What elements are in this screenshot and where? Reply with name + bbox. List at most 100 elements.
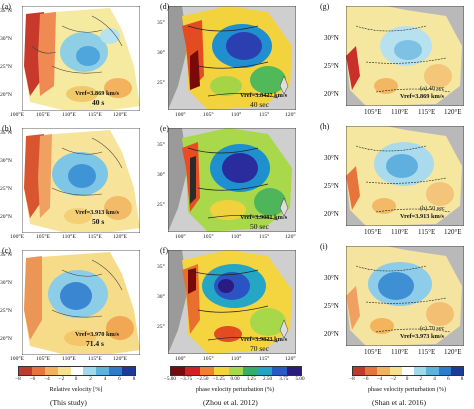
xlabel-h-105: 105°E	[364, 228, 382, 236]
ylabel-g-20: 20°N	[324, 90, 339, 98]
colorbar-right-segment	[353, 367, 366, 375]
caption-left: (This study)	[50, 398, 87, 407]
xlabel-b-100: 100°E	[10, 234, 25, 240]
xlabel-d-120: 120°	[285, 112, 296, 118]
colorbar-middle-tick: −2.50	[196, 376, 209, 382]
colorbar-middle-tick: −5.00	[163, 376, 176, 382]
panel-label-h: (h)	[320, 122, 330, 131]
ylabel-i-20: 20°N	[324, 330, 339, 338]
panel-label-f: (f)	[160, 246, 168, 255]
xlabel-b-110: 110°E	[62, 234, 76, 240]
map-panel-g	[346, 6, 464, 106]
velocity-map-g	[346, 6, 464, 106]
colorbar-left-tick: 4	[103, 376, 107, 382]
period-d: 40 sec	[250, 100, 269, 109]
colorbar-middle-tick: 0.00	[230, 376, 240, 382]
ylabel-b-35: 35°N	[0, 130, 12, 136]
ylabel-b-30: 30°N	[0, 158, 12, 164]
xlabel-f-110: 110°	[231, 356, 242, 362]
colorbar-right-segment	[438, 367, 451, 375]
colorbar-middle-segment	[171, 367, 186, 375]
vref-h: Vref=3.913 km/s	[400, 213, 444, 220]
colorbar-right-label: phase velocity perturbation (%)	[367, 386, 447, 393]
colorbar-right-tick: 0	[405, 376, 409, 382]
colorbar-left-tick: 8	[132, 376, 136, 382]
xlabel-h-110: 110°E	[391, 228, 409, 236]
colorbar-right-tick: 2	[419, 376, 423, 382]
xlabel-a-120: 120°E	[113, 112, 128, 118]
ylabel-a-25: 25°N	[0, 64, 12, 70]
ylabel-c-25: 25°N	[0, 308, 12, 314]
ylabel-a-35: 35°N	[0, 8, 12, 14]
map-panel-b	[22, 128, 140, 233]
colorbar-left-segment	[57, 367, 71, 375]
ylabel-b-25: 25°N	[0, 186, 12, 192]
velocity-map-c	[22, 250, 140, 355]
colorbar-middle-segment	[243, 367, 258, 375]
ylabel-f-25: 25°	[157, 324, 165, 330]
colorbar-left-segment	[31, 367, 45, 375]
colorbar-right	[352, 366, 464, 376]
xlabel-b-120: 120°E	[113, 234, 128, 240]
vref-f: Vref=3.9823 km/s	[240, 336, 288, 343]
period-f: 70 sec	[250, 344, 269, 353]
colorbar-right-segment	[389, 367, 402, 375]
panel-label-a: (a)	[2, 2, 11, 11]
map-panel-a	[22, 6, 140, 111]
colorbar-left-tick: 6	[118, 376, 121, 382]
ylabel-c-30: 30°N	[0, 280, 12, 286]
vref-b: Vref=3.913 km/s	[75, 209, 119, 216]
colorbar-middle-tick: 5.00	[295, 376, 305, 382]
vref-c: Vref=3.970 km/s	[75, 331, 119, 338]
xlabel-e-110: 110°	[231, 234, 242, 240]
colorbar-right-tick: −4	[376, 376, 383, 382]
ylabel-f-30: 30°	[157, 294, 165, 300]
period-g: (a) 40 sec	[420, 85, 445, 92]
colorbar-left	[18, 366, 136, 376]
xlabel-i-120: 120°E	[444, 348, 462, 356]
ylabel-i-30: 30°N	[324, 274, 339, 282]
ylabel-g-25: 25°N	[324, 62, 339, 70]
colorbar-left-segment	[44, 367, 58, 375]
colorbar-left-tick: −2	[58, 376, 65, 382]
panel-label-b: (b)	[2, 124, 12, 133]
xlabel-g-115: 115°E	[418, 108, 436, 116]
map-panel-i	[346, 246, 464, 346]
xlabel-i-110: 110°E	[391, 348, 409, 356]
colorbar-left-tick: 0	[74, 376, 78, 382]
ylabel-g-30: 30°N	[324, 34, 339, 42]
xlabel-a-105: 105°E	[36, 112, 51, 118]
xlabel-f-115: 115°	[259, 356, 270, 362]
colorbar-left-tick: −4	[44, 376, 50, 382]
colorbar-right-tick: 8	[460, 376, 464, 382]
period-i: (c) 70 sec	[420, 325, 445, 332]
xlabel-h-120: 120°E	[444, 228, 462, 236]
xlabel-d-105: 105°	[203, 112, 214, 118]
xlabel-e-100: 100°	[175, 234, 186, 240]
ylabel-e-30: 30°	[157, 172, 165, 178]
colorbar-middle-tick: −1.25	[212, 376, 225, 382]
xlabel-d-115: 115°	[259, 112, 270, 118]
xlabel-d-110: 110°	[231, 112, 242, 118]
period-b: 50 s	[92, 217, 105, 226]
velocity-map-d	[168, 6, 296, 110]
velocity-map-a	[22, 6, 140, 111]
colorbar-middle-segment	[228, 367, 244, 375]
colorbar-right-segment	[450, 367, 463, 375]
xlabel-c-110: 110°E	[62, 356, 76, 362]
colorbar-left-tick: −8	[15, 376, 21, 382]
panel-label-g: (g)	[320, 2, 330, 11]
colorbar-left-segment	[19, 367, 32, 375]
xlabel-d-100: 100°	[175, 112, 186, 118]
colorbar-middle-segment	[257, 367, 273, 375]
ylabel-h-30: 30°N	[324, 154, 339, 162]
colorbar-right-tick: −8	[349, 376, 355, 382]
colorbar-left-segment	[109, 367, 123, 375]
ylabel-f-35: 35°	[157, 264, 165, 270]
xlabel-h-115: 115°E	[418, 228, 436, 236]
ylabel-d-30: 30°	[157, 50, 165, 56]
colorbar-left-segment	[70, 367, 84, 375]
xlabel-f-120: 120°	[285, 356, 296, 362]
colorbar-right-segment	[377, 367, 390, 375]
map-panel-f	[168, 250, 296, 354]
